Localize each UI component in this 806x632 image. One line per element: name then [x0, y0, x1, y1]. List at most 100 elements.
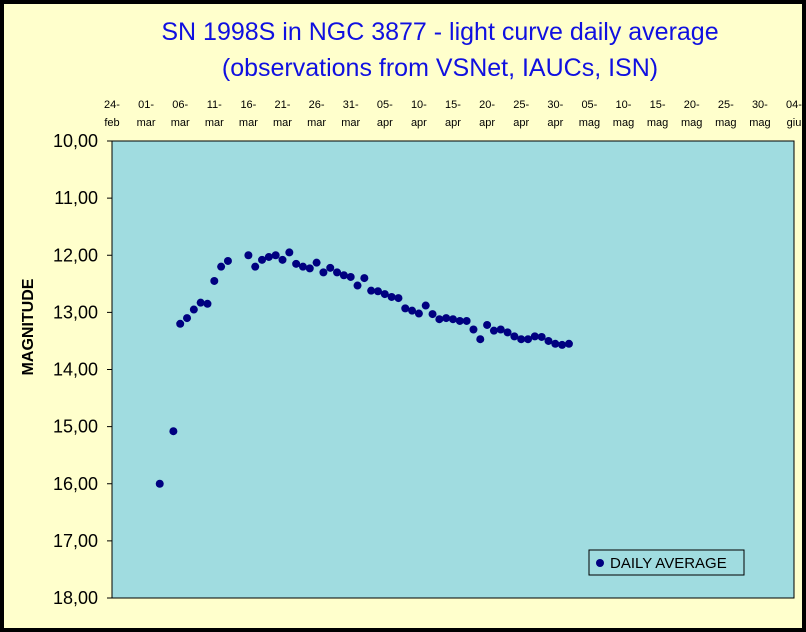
- data-point: [183, 314, 192, 323]
- data-point: [449, 315, 457, 324]
- x-tick-label-bottom: apr: [479, 117, 495, 129]
- data-point: [483, 320, 492, 329]
- data-point: [258, 255, 267, 264]
- data-point: [476, 335, 485, 344]
- data-point: [196, 298, 205, 307]
- x-tick-label-bottom: apr: [513, 117, 529, 129]
- data-point: [558, 340, 567, 349]
- y-tick-label: 15,00: [53, 417, 98, 437]
- x-tick-label-top: 06-: [172, 99, 188, 111]
- data-point: [210, 276, 219, 285]
- x-tick-label-bottom: mar: [239, 117, 258, 129]
- x-tick-label-top: 25-: [718, 99, 734, 111]
- data-point: [489, 326, 498, 335]
- y-tick-label: 14,00: [53, 360, 98, 380]
- x-tick-label-top: 01-: [138, 99, 154, 111]
- x-tick-label-top: 04-: [786, 99, 802, 111]
- x-tick-label-bottom: mar: [137, 117, 156, 129]
- legend: DAILY AVERAGE: [588, 549, 745, 576]
- y-axis-label: MAGNITUDE: [20, 278, 37, 375]
- x-tick-label-bottom: mar: [307, 117, 326, 129]
- x-tick-label-top: 30-: [547, 99, 563, 111]
- data-point: [510, 332, 519, 341]
- data-point: [223, 256, 232, 265]
- x-tick-label-bottom: apr: [377, 117, 393, 129]
- x-tick-label-top: 31-: [343, 99, 359, 111]
- x-tick-label-top: 25-: [513, 99, 529, 111]
- legend-label: DAILY AVERAGE: [610, 555, 727, 572]
- plot-area: [111, 140, 795, 599]
- data-point: [551, 339, 560, 348]
- data-point: [373, 287, 382, 296]
- legend-box: [588, 549, 745, 576]
- data-point: [394, 294, 403, 303]
- data-point: [360, 274, 369, 283]
- x-tick-label-bottom: mar: [205, 117, 224, 129]
- data-point: [271, 251, 280, 260]
- data-point: [564, 339, 573, 348]
- data-point: [537, 332, 546, 341]
- x-tick-label-bottom: mag: [613, 117, 634, 129]
- data-points: [155, 248, 573, 488]
- x-tick-label-bottom: mag: [715, 117, 736, 129]
- y-tick-label: 12,00: [53, 245, 98, 265]
- data-point: [455, 316, 464, 325]
- data-point: [408, 306, 417, 315]
- data-point: [387, 292, 396, 301]
- data-point: [292, 259, 301, 268]
- data-point: [251, 262, 260, 271]
- data-point: [442, 314, 451, 323]
- x-tick-label-bottom: giu: [787, 117, 802, 129]
- x-tick-label-bottom: mag: [681, 117, 702, 129]
- data-point: [517, 335, 526, 344]
- data-point: [169, 427, 178, 436]
- x-tick-label-top: 05-: [581, 99, 597, 111]
- x-tick-label-bottom: apr: [445, 117, 461, 129]
- x-tick-label-bottom: mar: [273, 117, 292, 129]
- data-point: [264, 252, 273, 261]
- data-point: [305, 264, 314, 273]
- data-point: [312, 258, 321, 267]
- chart-title-line-2: (observations from VSNet, IAUCs, ISN): [222, 54, 658, 82]
- data-point: [496, 325, 505, 334]
- x-tick-label-bottom: apr: [411, 117, 427, 129]
- data-point: [503, 328, 512, 337]
- data-point: [435, 315, 444, 324]
- legend-marker: [596, 559, 604, 567]
- chart-title-line-1: SN 1998S in NGC 3877 - light curve daily…: [161, 18, 718, 46]
- x-tick-label-bottom: mag: [579, 117, 600, 129]
- x-tick-label-bottom: mag: [647, 117, 668, 129]
- data-point: [421, 301, 430, 310]
- data-point: [544, 336, 553, 345]
- data-point: [244, 251, 253, 260]
- data-point: [189, 305, 198, 314]
- data-point: [278, 255, 287, 264]
- data-point: [353, 281, 362, 290]
- y-tick-label: 11,00: [54, 188, 98, 208]
- y-tick-label: 16,00: [53, 474, 98, 494]
- data-point: [155, 479, 164, 488]
- x-tick-label-bottom: apr: [547, 117, 563, 129]
- data-point: [380, 290, 389, 299]
- data-point: [428, 310, 437, 319]
- data-point: [319, 268, 328, 277]
- data-point: [339, 271, 348, 280]
- x-tick-label-top: 20-: [684, 99, 700, 111]
- data-point: [298, 262, 307, 271]
- data-point: [462, 316, 471, 325]
- x-tick-label-top: 10-: [616, 99, 632, 111]
- x-tick-label-top: 11-: [207, 99, 222, 111]
- y-tick-label: 17,00: [53, 531, 98, 551]
- x-tick-label-top: 10-: [411, 99, 427, 111]
- x-tick-label-top: 20-: [479, 99, 495, 111]
- data-point: [524, 335, 533, 344]
- data-point: [530, 332, 539, 341]
- data-point: [203, 299, 212, 308]
- x-tick-label-top: 21-: [275, 99, 291, 111]
- x-tick-label-bottom: mar: [171, 117, 190, 129]
- data-point: [217, 262, 226, 271]
- data-point: [414, 309, 423, 318]
- data-point: [469, 325, 478, 334]
- data-point: [401, 304, 410, 313]
